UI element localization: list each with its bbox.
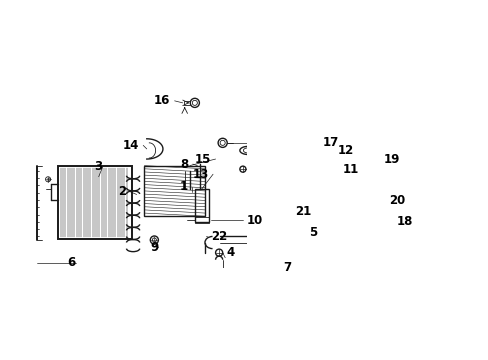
Text: 20: 20: [388, 194, 404, 207]
Text: 8: 8: [180, 158, 188, 171]
Bar: [144, 166, 204, 216]
Text: 4: 4: [226, 246, 235, 259]
Text: 15: 15: [195, 153, 211, 166]
Text: 17: 17: [322, 136, 339, 149]
Bar: [278, 196, 295, 204]
Bar: [194, 217, 208, 223]
Text: 19: 19: [383, 153, 399, 166]
Bar: [194, 189, 208, 222]
Text: 7: 7: [283, 261, 291, 274]
Text: 3: 3: [94, 160, 102, 173]
Text: 6: 6: [68, 256, 76, 269]
Text: 10: 10: [246, 214, 263, 227]
Text: 13: 13: [192, 168, 208, 181]
Text: 12: 12: [337, 144, 354, 157]
Text: 18: 18: [395, 215, 412, 228]
Text: 9: 9: [150, 241, 158, 254]
Bar: [183, 101, 189, 105]
Bar: [58, 166, 131, 239]
Text: 16: 16: [154, 94, 170, 107]
Text: 21: 21: [294, 205, 311, 218]
Text: 1: 1: [180, 180, 188, 193]
Text: 5: 5: [308, 226, 316, 239]
Text: 14: 14: [122, 139, 139, 152]
Text: 2: 2: [118, 185, 126, 198]
Text: 11: 11: [343, 163, 359, 176]
Text: 22: 22: [211, 230, 227, 243]
